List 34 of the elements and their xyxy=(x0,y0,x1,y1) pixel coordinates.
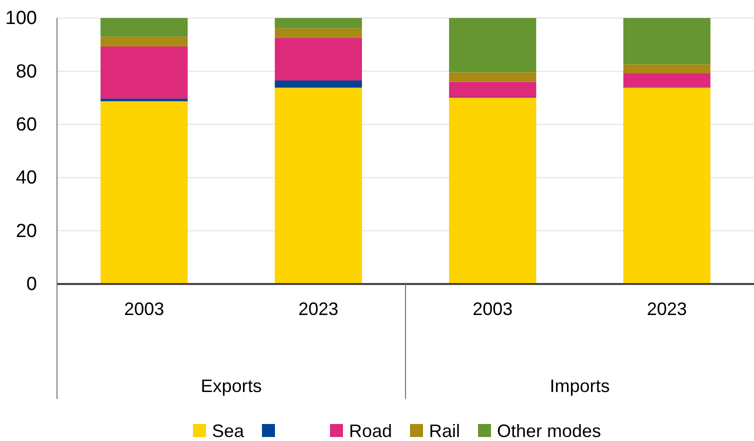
y-tick-label: 0 xyxy=(26,274,37,296)
bar xyxy=(623,73,710,88)
x-tick-label: 2003 xyxy=(472,298,513,319)
bar xyxy=(449,72,536,82)
bar xyxy=(100,101,188,284)
bar xyxy=(274,80,362,88)
bar xyxy=(449,98,536,284)
bar xyxy=(274,28,362,38)
legend-label: Rail xyxy=(429,421,460,441)
text: Exports xyxy=(200,376,262,396)
bar xyxy=(623,18,710,64)
bar xyxy=(449,82,536,97)
bar xyxy=(623,88,710,284)
legend-label: Sea xyxy=(212,421,245,441)
legend-label: Other modes xyxy=(497,421,602,441)
bar xyxy=(100,18,188,37)
y-tick-label: 40 xyxy=(16,168,37,189)
x-tick-label: 2023 xyxy=(646,298,687,319)
legend-label: Road xyxy=(348,421,392,441)
x-tick-label: 2003 xyxy=(124,298,164,319)
y-tick-label: 60 xyxy=(16,114,37,136)
bar xyxy=(623,64,710,74)
text: Imports xyxy=(550,376,610,396)
bar xyxy=(274,18,362,28)
y-tick-label: 80 xyxy=(16,61,37,82)
bar xyxy=(274,88,362,284)
x-tick-label: 2023 xyxy=(298,298,338,319)
bar xyxy=(274,38,362,81)
bar xyxy=(449,18,536,72)
y-tick-label: 100 xyxy=(5,8,37,30)
y-tick-label: 20 xyxy=(16,220,37,242)
bar xyxy=(100,46,188,99)
bar xyxy=(100,98,188,102)
bar xyxy=(100,36,188,46)
